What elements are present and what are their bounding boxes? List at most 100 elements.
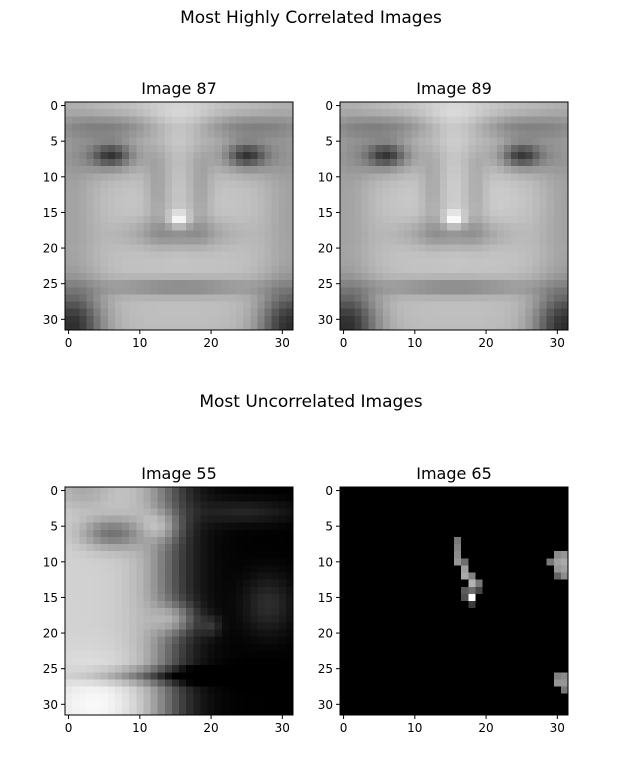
heatmap-cell [439, 515, 448, 523]
heatmap-cell [475, 273, 483, 281]
heatmap-cell [468, 615, 476, 623]
heatmap-cell [397, 494, 405, 502]
heatmap-cell [404, 586, 412, 595]
heatmap-cell [250, 551, 258, 559]
heatmap-cell [200, 551, 208, 559]
x-tick-label: 20 [478, 721, 493, 735]
heatmap-cell [546, 180, 555, 188]
heatmap-cell [439, 679, 448, 687]
heatmap-cell [65, 322, 73, 331]
heatmap-cell [482, 586, 490, 595]
heatmap-cell [503, 508, 512, 516]
heatmap-cell [243, 116, 251, 124]
heatmap-cell [285, 123, 294, 131]
heatmap-cell [65, 679, 73, 687]
heatmap-cell [93, 494, 101, 502]
x-tick-label: 10 [132, 336, 147, 350]
heatmap-cell [221, 572, 230, 580]
heatmap-cell [93, 615, 101, 623]
heatmap-cell [243, 102, 251, 110]
heatmap-cell [207, 558, 215, 566]
heatmap-cell [207, 636, 215, 645]
heatmap-cell [72, 208, 80, 217]
heatmap-cell [560, 130, 569, 138]
heatmap-cell [79, 116, 87, 124]
heatmap-cell [375, 237, 384, 245]
heatmap-cell [79, 707, 87, 716]
heatmap-cell [347, 194, 355, 203]
heatmap-cell [221, 244, 230, 252]
heatmap-cell [193, 273, 201, 281]
heatmap-cell [539, 650, 547, 659]
heatmap-cell [489, 501, 498, 509]
heatmap-cell [186, 166, 194, 174]
heatmap-cell [518, 636, 526, 645]
heatmap-cell [107, 536, 116, 545]
subplot-title: Image 65 [416, 464, 492, 483]
y-tick-label: 10 [318, 555, 333, 569]
heatmap-cell [468, 280, 476, 288]
heatmap-cell [489, 522, 498, 531]
heatmap-cell [496, 230, 505, 238]
heatmap-cell [129, 216, 137, 224]
heatmap-cell [264, 287, 272, 295]
heatmap-cell [375, 151, 384, 160]
heatmap-cell [518, 102, 526, 110]
heatmap-cell [207, 572, 215, 580]
heatmap-cell [553, 615, 562, 623]
heatmap-cell [411, 700, 419, 709]
heatmap-cell [368, 251, 376, 260]
heatmap-cell [193, 280, 201, 288]
heatmap-cell [553, 636, 562, 645]
heatmap-cell [368, 180, 376, 188]
heatmap-cell [425, 244, 433, 252]
heatmap-cell [257, 636, 265, 645]
heatmap-cell [179, 679, 187, 687]
heatmap-cell [518, 629, 526, 637]
heatmap-cell [72, 686, 80, 694]
heatmap-cell [86, 693, 94, 702]
heatmap-cell [432, 593, 441, 602]
heatmap-cell [143, 123, 151, 131]
heatmap-cell [136, 315, 144, 324]
heatmap-cell [425, 558, 433, 566]
heatmap-cell [200, 180, 208, 188]
heatmap-cell [503, 265, 512, 274]
heatmap-cell [221, 579, 230, 588]
heatmap-cell [271, 693, 280, 702]
heatmap-cell [553, 102, 562, 110]
heatmap-cell [100, 315, 109, 324]
heatmap-cell [361, 287, 369, 295]
heatmap-cell [257, 565, 265, 573]
heatmap-cell [186, 586, 194, 595]
heatmap-cell [454, 572, 462, 580]
heatmap-cell [539, 636, 547, 645]
heatmap-cell [489, 665, 498, 673]
heatmap-cell [257, 315, 265, 324]
heatmap-cell [482, 700, 490, 709]
figure-suptitle-top: Most Highly Correlated Images [180, 8, 442, 28]
heatmap-cell [243, 572, 251, 580]
heatmap-cell [214, 223, 223, 231]
heatmap-cell [468, 572, 476, 580]
heatmap-cell [65, 643, 73, 652]
heatmap-cell [454, 650, 462, 659]
heatmap-cell [411, 601, 419, 609]
heatmap-cell [72, 643, 80, 652]
heatmap-cell [503, 144, 512, 153]
heatmap-cell [375, 159, 384, 167]
heatmap-cell [389, 237, 398, 245]
heatmap-cell [93, 294, 101, 302]
heatmap-cell [475, 672, 483, 680]
heatmap-cell [236, 230, 244, 238]
heatmap-cell [389, 308, 398, 317]
heatmap-cell [553, 501, 562, 509]
heatmap-cell [397, 287, 405, 295]
heatmap-cell [250, 287, 258, 295]
heatmap-cell [432, 529, 441, 538]
heatmap-cell [489, 558, 498, 566]
heatmap-cell [518, 251, 526, 260]
heatmap-cell [86, 529, 94, 538]
heatmap-cell [136, 643, 144, 652]
